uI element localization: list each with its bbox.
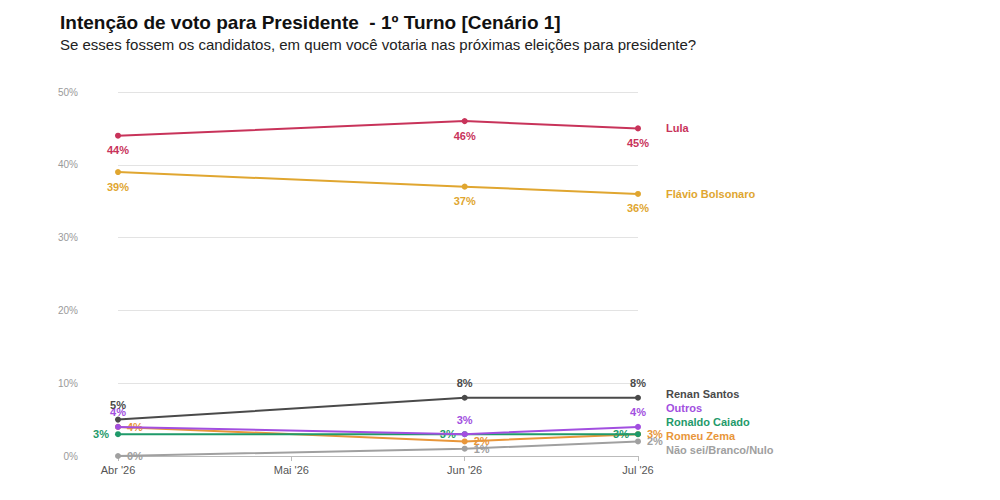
svg-text:30%: 30% [58,232,78,243]
svg-text:3%: 3% [647,428,663,440]
svg-text:Se esses fossem os candidatos,: Se esses fossem os candidatos, em quem v… [60,36,696,53]
svg-text:50%: 50% [58,87,78,98]
svg-text:4%: 4% [630,406,646,418]
svg-text:Romeu Zema: Romeu Zema [666,430,736,442]
svg-text:8%: 8% [457,377,473,389]
svg-text:10%: 10% [58,378,78,389]
svg-text:Renan Santos: Renan Santos [666,388,739,400]
svg-text:Mai '26: Mai '26 [274,464,309,476]
svg-text:2%: 2% [474,435,490,447]
svg-text:3%: 3% [439,428,456,441]
svg-text:2%: 2% [647,435,663,448]
svg-text:3%: 3% [613,428,629,440]
svg-text:1%: 1% [473,442,490,455]
svg-text:3%: 3% [93,428,109,440]
svg-text:36%: 36% [627,202,649,214]
svg-text:Flávio Bolsonaro: Flávio Bolsonaro [666,188,756,200]
svg-text:46%: 46% [454,130,476,142]
svg-text:45%: 45% [627,137,649,149]
svg-text:5%: 5% [110,399,126,411]
svg-text:40%: 40% [58,159,78,170]
svg-text:4%: 4% [127,420,143,433]
svg-text:Lula: Lula [666,122,689,134]
svg-text:Jul '26: Jul '26 [622,464,653,476]
svg-text:Ronaldo Caiado: Ronaldo Caiado [666,416,750,428]
svg-text:Outros: Outros [666,402,702,414]
svg-text:0%: 0% [64,451,79,462]
svg-text:39%: 39% [107,181,129,193]
svg-text:37%: 37% [454,195,476,207]
svg-text:44%: 44% [107,144,129,156]
svg-text:Não sei/Branco/Nulo: Não sei/Branco/Nulo [666,444,774,456]
svg-text:8%: 8% [630,377,646,389]
svg-text:Abr '26: Abr '26 [101,464,136,476]
svg-text:4%: 4% [110,406,126,419]
svg-text:0%: 0% [127,450,143,462]
svg-text:Jun '26: Jun '26 [447,464,482,476]
svg-text:3%: 3% [457,414,473,426]
svg-text:20%: 20% [58,305,78,316]
svg-text:Intenção de voto para Presiden: Intenção de voto para Presidente - 1º Tu… [60,12,561,33]
